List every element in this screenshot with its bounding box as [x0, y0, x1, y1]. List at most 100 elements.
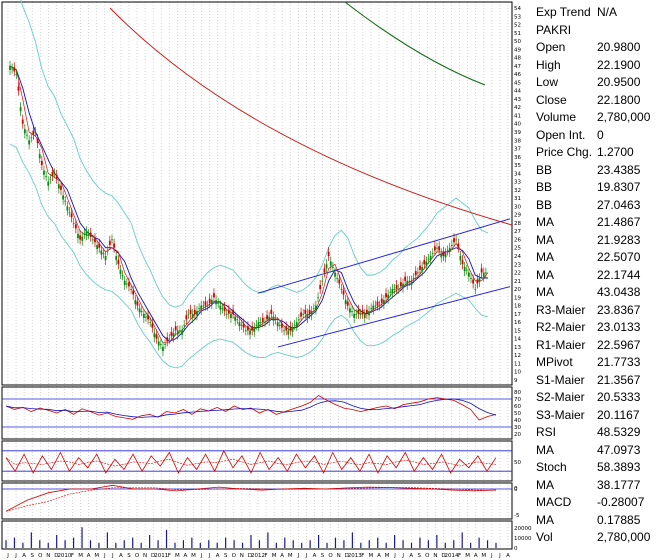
- x-tick-label: J: [6, 553, 9, 559]
- price-tick-label: 25: [514, 246, 521, 252]
- volume-bar: [250, 535, 252, 548]
- volume-bar: [436, 535, 438, 548]
- candle-body: [221, 308, 224, 310]
- x-tick-label: A: [216, 553, 220, 559]
- x-tick-label: N: [46, 553, 50, 559]
- volume-bar: [72, 537, 75, 548]
- candle-body: [478, 278, 481, 283]
- candle-body: [425, 261, 428, 266]
- price-axis: 54 53 52 51 50 49 48 47 46 45 44 43 42 41 40 39 38 37 36 35…: [514, 6, 521, 384]
- rsi-tick-label: 50: [514, 411, 521, 417]
- candle-body: [159, 344, 162, 345]
- candle-body: [283, 330, 285, 332]
- candle-body: [19, 107, 22, 112]
- macd-signal-line: [5, 487, 497, 512]
- info-value: 0: [597, 127, 604, 142]
- volume-bar: [123, 540, 125, 548]
- candle-body: [238, 322, 241, 327]
- candle-body: [302, 313, 305, 315]
- candle-body: [484, 272, 487, 274]
- candle-body: [244, 330, 247, 332]
- candle-body: [185, 315, 188, 320]
- candle-body: [327, 251, 330, 256]
- candle-body: [23, 129, 26, 134]
- price-tick-label: 12: [514, 353, 521, 359]
- price-tick-label: 33: [514, 180, 521, 186]
- candle-body: [289, 326, 292, 331]
- candle-body: [421, 267, 424, 272]
- info-value: 21.7733: [597, 355, 641, 369]
- volume-panel-border: [1, 520, 513, 550]
- candle-body: [312, 308, 315, 310]
- candle-body: [412, 278, 415, 279]
- x-tick-label: D: [54, 553, 58, 559]
- volume-bar: [22, 542, 24, 548]
- candle-body: [191, 313, 194, 318]
- rsi-line: [5, 395, 497, 421]
- candle-body: [266, 315, 268, 320]
- info-row: S1-Maier 21.3567: [532, 372, 658, 390]
- candle-body: [79, 235, 82, 240]
- x-tick-label: A: [119, 553, 123, 559]
- candle-body: [172, 333, 175, 338]
- candle-body: [204, 301, 207, 306]
- candle-body: [387, 294, 390, 299]
- x-tick-label: 2013: [348, 553, 362, 559]
- info-label: PAKRI: [536, 22, 572, 37]
- volume-bar: [410, 542, 413, 548]
- x-tick-label: D: [151, 553, 155, 559]
- candle-body: [440, 253, 443, 258]
- info-value: 27.0463: [597, 197, 641, 212]
- x-tick-label: F: [361, 553, 364, 559]
- candle-body: [472, 279, 475, 284]
- info-value: 22.1744: [597, 267, 641, 282]
- x-tick-label: J: [490, 553, 493, 559]
- info-row: S3-Maier 20.1167: [532, 407, 658, 425]
- candlesticks: [9, 60, 487, 357]
- volume-bar: [343, 540, 345, 548]
- candle-body: [368, 311, 370, 316]
- candle-body: [30, 137, 33, 139]
- candle-body: [306, 313, 309, 318]
- candle-body: [433, 246, 436, 251]
- info-value: 22.5967: [597, 337, 641, 352]
- candle-body: [68, 211, 71, 213]
- x-tick-label: A: [22, 553, 26, 559]
- candle-body: [442, 251, 445, 256]
- candle-body: [404, 276, 407, 281]
- candle-body: [108, 240, 111, 245]
- volume-bar: [47, 542, 49, 548]
- volume-bar: [157, 540, 159, 548]
- candle-body: [225, 313, 228, 315]
- x-tick-label: J: [401, 553, 404, 559]
- candle-body: [474, 289, 477, 290]
- candle-body: [249, 330, 251, 335]
- candle-body: [357, 309, 360, 314]
- candle-body: [423, 260, 426, 265]
- candle-body: [408, 280, 411, 282]
- info-value: 2,780,000: [597, 110, 651, 124]
- price-tick-label: 38: [514, 138, 521, 144]
- info-value: 19.8307: [597, 180, 641, 194]
- info-row: Volume 2,780,000: [532, 109, 658, 127]
- candle-body: [281, 323, 283, 328]
- stoch-ma-line: [5, 457, 497, 467]
- x-tick-label: A: [506, 553, 510, 559]
- info-value: 21.4867: [597, 215, 641, 229]
- volume-bar: [427, 540, 430, 548]
- info-value: 22.1800: [597, 92, 641, 107]
- candle-body: [136, 301, 139, 306]
- candle-body: [70, 213, 73, 218]
- candle-body: [465, 269, 468, 271]
- candle-body: [217, 302, 220, 304]
- price-tick-label: 40: [514, 122, 521, 128]
- volume-bar: [98, 542, 100, 548]
- price-tick-label: 41: [514, 113, 521, 119]
- volume-bar: [453, 540, 455, 548]
- volume-bar: [402, 540, 404, 548]
- info-label: MA: [536, 442, 554, 457]
- candle-body: [121, 275, 124, 277]
- candle-body: [47, 181, 50, 186]
- candle-body: [11, 68, 14, 70]
- volume-bar: [419, 537, 421, 548]
